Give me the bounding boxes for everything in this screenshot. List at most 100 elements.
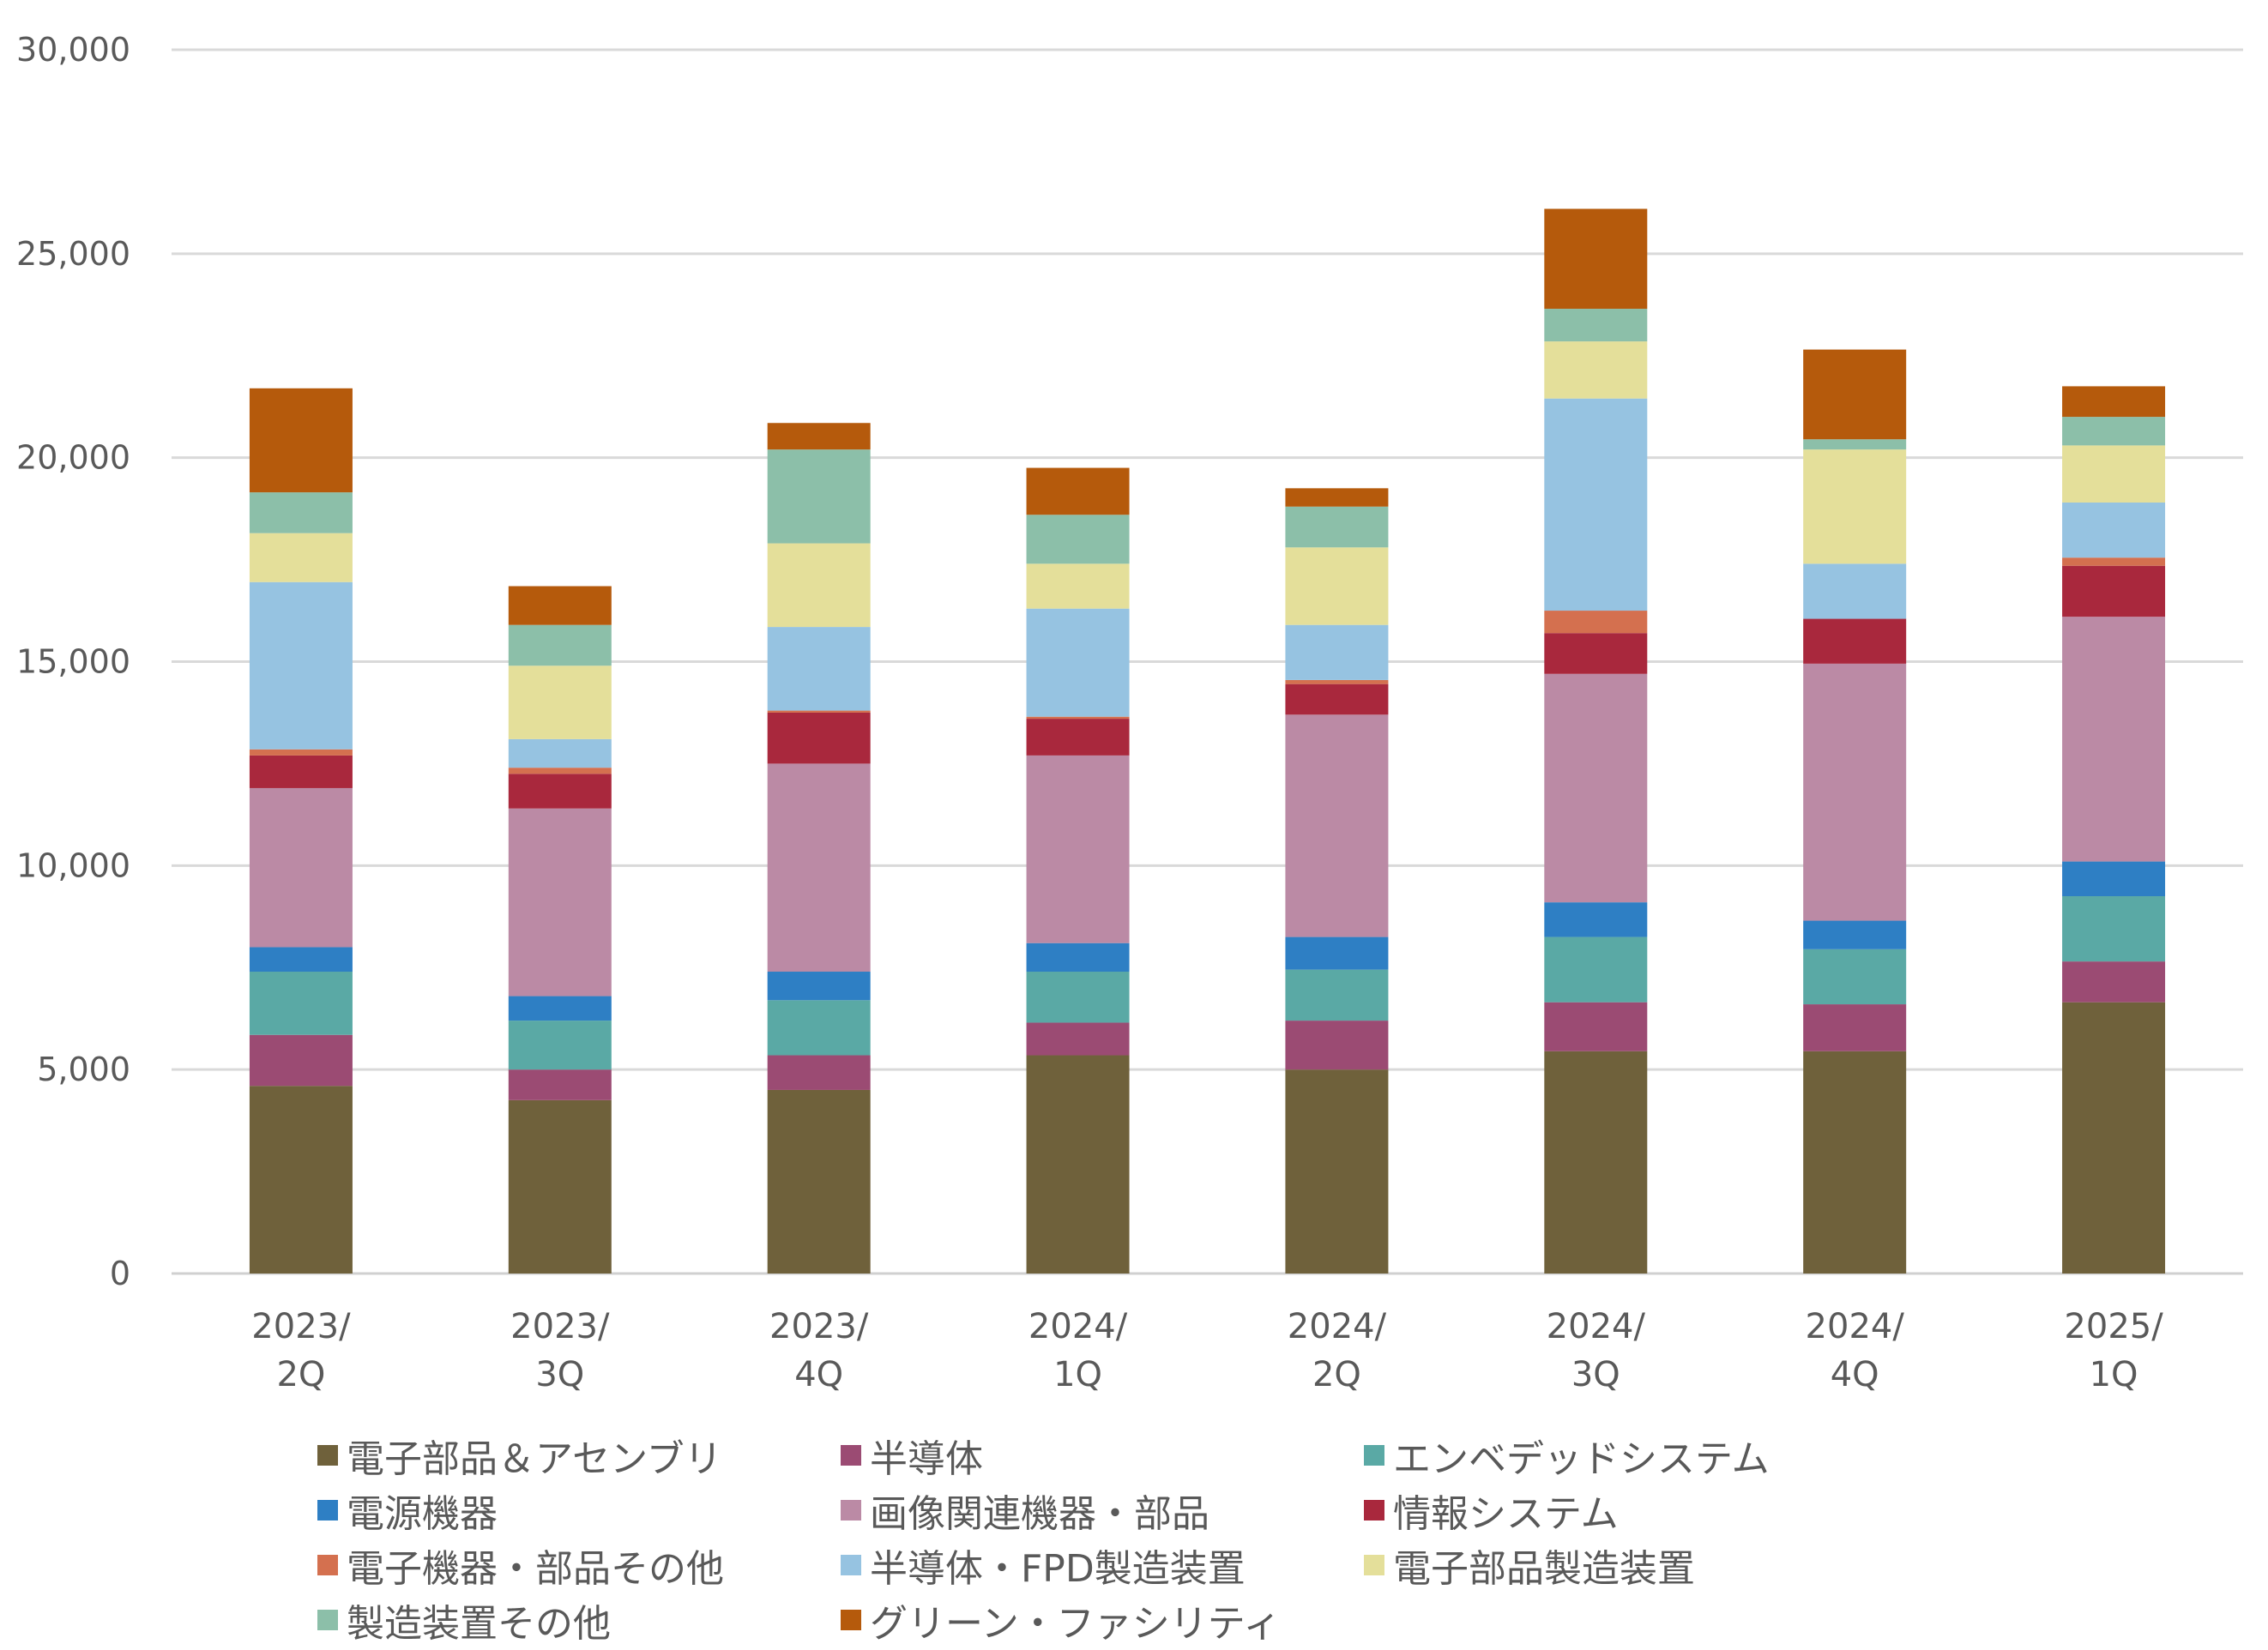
bar-segment [249, 492, 353, 533]
bar-segment [1026, 972, 1130, 1023]
bar-segment [249, 533, 353, 582]
bar-segment [1544, 1051, 1648, 1274]
x-tick-label: 2023/3Q [510, 1307, 610, 1394]
bar-segment [1285, 624, 1389, 680]
bar-segment [508, 1069, 612, 1100]
bar-segment [767, 1000, 871, 1056]
x-tick-label: 2025/1Q [2064, 1307, 2163, 1394]
bar-segment [508, 665, 612, 739]
bar-segment [1285, 936, 1389, 970]
bar-segment [249, 1086, 353, 1274]
bar-segment [1285, 488, 1389, 507]
bar-segment [1026, 563, 1130, 609]
legend-label: 電子部品製造装置 [1393, 1547, 1695, 1591]
legend-label: 電源機器 [347, 1492, 498, 1536]
x-tick-label: 2023/4Q [769, 1307, 869, 1394]
legend-label: 半導体・FPD製造装置 [870, 1547, 1246, 1591]
bar-segment [1026, 608, 1130, 717]
bar-segment [1026, 719, 1130, 756]
bar-segment [1544, 1002, 1648, 1051]
legend-swatch [1364, 1555, 1384, 1575]
bar-segment [2062, 617, 2166, 862]
bar-stack [1285, 488, 1389, 1274]
bar-segment [249, 749, 353, 756]
y-tick-label: 25,000 [16, 235, 130, 273]
bar-segment [2062, 961, 2166, 1003]
bar-segment [249, 972, 353, 1035]
bar-segment [1026, 1055, 1130, 1274]
bar-segment [508, 624, 612, 666]
gridlines [172, 48, 2243, 1275]
bar-segment [1803, 563, 1907, 619]
legend-label: グリーン・ファシリティ [870, 1602, 1282, 1646]
bar-segment [249, 787, 353, 948]
bar-segment [508, 1021, 612, 1070]
x-tick-label: 2024/1Q [1028, 1307, 1128, 1394]
bar-stack [2062, 386, 2166, 1274]
legend-swatch [841, 1610, 861, 1630]
bar-segment [2062, 557, 2166, 566]
bar-segment [1026, 515, 1130, 564]
legend-label: 製造装置その他 [347, 1602, 611, 1646]
legend-label: 電子部品＆アセンブリ [347, 1437, 722, 1481]
bar-segment [2062, 565, 2166, 617]
legend-label: 半導体 [870, 1437, 983, 1481]
bar-segment [508, 768, 612, 774]
legend-swatch [1364, 1445, 1384, 1466]
bar-segment [1803, 449, 1907, 564]
y-tick-label: 20,000 [16, 439, 130, 477]
legend-swatch [1364, 1500, 1384, 1521]
legend-item: グリーン・ファシリティ [841, 1597, 1364, 1646]
y-axis-tick-labels: 0 5,000 10,000 15,000 20,000 25,000 30,000 [16, 31, 130, 1292]
legend-swatch [317, 1555, 338, 1575]
legend-label: エンベデッドシステム [1393, 1437, 1770, 1481]
bar-segment [2062, 445, 2166, 503]
bar-segment [249, 947, 353, 973]
legend-label: 画像関連機器・部品 [870, 1492, 1209, 1536]
bar-segment [249, 1034, 353, 1087]
y-tick-label: 0 [110, 1255, 130, 1292]
bar-segment [249, 388, 353, 493]
bar-segment [767, 763, 871, 973]
bar-segment [508, 1099, 612, 1274]
bar-segment [2062, 861, 2166, 897]
bar-segment [508, 738, 612, 768]
legend-item: 半導体・FPD製造装置 [841, 1542, 1364, 1591]
bar-segment [1285, 683, 1389, 715]
bar-stack [1544, 208, 1648, 1274]
bar-segment [1803, 663, 1907, 921]
bar-segment [249, 581, 353, 750]
bar-stack [767, 423, 871, 1274]
bar-segment [1285, 506, 1389, 548]
y-tick-label: 15,000 [16, 643, 130, 681]
legend-item: 電子機器・部品その他 [317, 1542, 841, 1591]
bar-segment [1026, 755, 1130, 943]
y-tick-label: 10,000 [16, 846, 130, 884]
x-tick-label: 2024/2Q [1288, 1307, 1387, 1394]
bar-segment [1544, 611, 1648, 634]
legend-item: 電子部品製造装置 [1364, 1542, 1964, 1591]
bar-segment [1026, 1022, 1130, 1056]
legend-item: 電子部品＆アセンブリ [317, 1432, 841, 1481]
bar-segment [767, 1089, 871, 1274]
x-tick-label: 2024/3Q [1547, 1307, 1646, 1394]
bar-segment [1544, 341, 1648, 399]
bar-segment [767, 710, 871, 713]
bar-segment [1803, 1004, 1907, 1051]
bar-segment [767, 712, 871, 764]
bar-segment [1803, 439, 1907, 450]
x-tick-label: 2024/4Q [1806, 1307, 1905, 1394]
legend-item: 情報システム [1364, 1487, 1964, 1536]
legend-label: 電子機器・部品その他 [347, 1547, 724, 1591]
y-tick-label: 30,000 [16, 31, 130, 69]
bar-segment [1026, 467, 1130, 515]
legend-item: 製造装置その他 [317, 1597, 841, 1646]
bar-segment [2062, 386, 2166, 418]
bar-segment [1803, 618, 1907, 664]
x-axis-category-labels: 2023/2Q 2023/3Q 2023/4Q 2024/1Q 2024/2Q 2024/… [251, 1307, 2163, 1394]
bar-segment [1803, 1051, 1907, 1274]
legend-swatch [841, 1555, 861, 1575]
bar-segment [1544, 208, 1648, 310]
bar-segment [1544, 936, 1648, 1003]
